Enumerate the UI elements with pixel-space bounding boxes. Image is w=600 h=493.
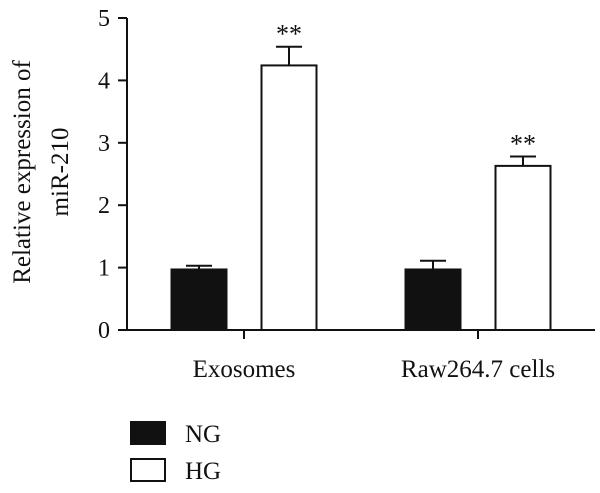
y-axis-label-line-2: miR-210 (47, 128, 74, 217)
significance-label: ** (276, 20, 302, 49)
significance-labels: ** ** (276, 20, 536, 159)
y-tick-label: 2 (98, 193, 110, 219)
legend-label-hg: HG (185, 458, 221, 485)
legend-swatch-ng (130, 421, 166, 445)
bar-ng-1 (404, 268, 462, 331)
y-axis-title: Relative expression of miR-210 (9, 60, 74, 284)
bar-ng-0 (170, 268, 228, 331)
y-tick-label: 5 (98, 6, 110, 32)
bar-hg-1 (494, 164, 552, 331)
legend-label-ng: NG (185, 421, 221, 448)
legend: NG HG (130, 421, 221, 485)
significance-label: ** (510, 130, 536, 159)
error-bars (186, 45, 536, 270)
x-axis: Exosomes Raw264.7 cells (127, 329, 595, 383)
bar-hg-0 (260, 64, 318, 331)
x-category-label: Exosomes (193, 356, 296, 383)
y-tick-label: 1 (98, 256, 110, 282)
y-tick-label: 3 (98, 131, 110, 157)
y-axis: 0 1 2 3 4 5 (98, 6, 128, 344)
y-tick-label: 4 (98, 68, 110, 94)
legend-swatch-hg (130, 458, 166, 482)
bars (170, 64, 552, 331)
y-axis-label-line-1: Relative expression of (9, 60, 36, 284)
x-category-label: Raw264.7 cells (401, 356, 555, 383)
y-tick-label: 0 (98, 318, 110, 344)
